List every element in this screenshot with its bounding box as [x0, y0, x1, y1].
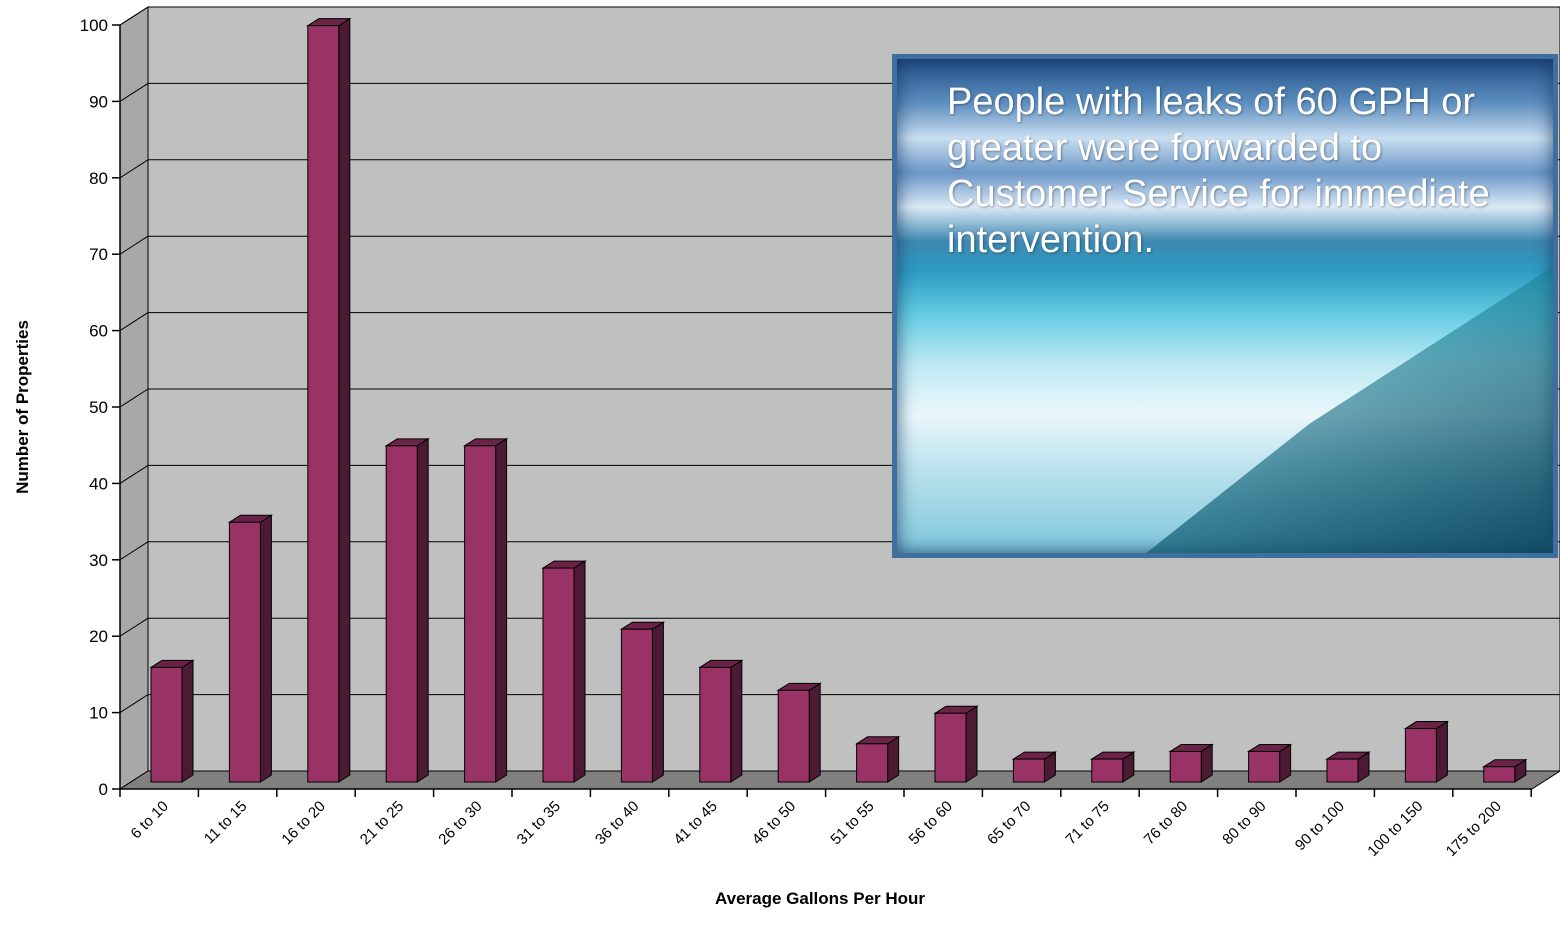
bar-76-to-80	[1168, 743, 1214, 783]
x-tick-label: 76 to 80	[1141, 798, 1191, 848]
bar-front	[699, 666, 732, 783]
x-tick-label: 90 to 100	[1292, 798, 1348, 854]
y-tick-label: 50	[89, 398, 108, 417]
bar-side	[416, 437, 429, 783]
waterfall-callout: People with leaks of 60 GPH or greater w…	[892, 54, 1558, 558]
x-tick-label: 100 to 150	[1364, 798, 1426, 860]
x-axis-ticks: 6 to 10 11 to 15 16 to 20 21 to 25 26 to 30 3…	[119, 789, 1532, 860]
bar-175-to-200	[1482, 758, 1528, 783]
bar-front	[542, 567, 575, 783]
x-tick-label: 51 to 55	[827, 798, 877, 848]
callout-text: People with leaks of 60 GPH or greater w…	[947, 81, 1490, 261]
bar-front	[1248, 750, 1281, 783]
bar-side	[338, 17, 351, 783]
bar-46-to-50	[776, 682, 822, 783]
gridline-diagonal	[119, 159, 149, 179]
y-tick-label: 90	[89, 92, 108, 111]
bar-front	[1483, 766, 1516, 783]
bar-side	[651, 621, 664, 783]
y-tick-label: 30	[89, 551, 108, 570]
gridline-diagonal	[119, 541, 149, 561]
y-axis-title: Number of Properties	[13, 320, 32, 494]
y-tick-label: 100	[80, 16, 108, 35]
bar-side	[495, 437, 508, 783]
bar-41-to-45	[698, 659, 744, 783]
y-tick-label: 20	[89, 627, 108, 646]
bar-65-to-70	[1011, 751, 1058, 783]
bar-80-to-90	[1246, 743, 1293, 783]
bar-side	[1435, 720, 1448, 783]
x-tick-label: 36 to 40	[592, 798, 642, 848]
y-tick-label: 70	[89, 245, 108, 264]
bars	[149, 17, 1528, 783]
waterfall-photo	[1146, 266, 1553, 553]
bar-side	[965, 705, 978, 783]
gridline-diagonal	[119, 6, 149, 26]
x-tick-label: 6 to 10	[128, 798, 172, 842]
bar-front	[1326, 758, 1359, 783]
bar-90-to-100	[1325, 751, 1371, 783]
bar-71-to-75	[1090, 751, 1136, 783]
bar-side	[730, 659, 743, 783]
bar-front	[464, 445, 497, 783]
bar-front	[228, 521, 261, 783]
bar-front	[856, 743, 889, 783]
gridline-diagonal	[119, 617, 149, 637]
bar-front	[934, 712, 967, 783]
bar-100-to-150	[1403, 720, 1450, 783]
bar-front	[620, 628, 653, 783]
y-tick-label: 60	[89, 322, 108, 341]
bar-front	[307, 25, 340, 783]
bar-16-to-20	[306, 17, 352, 783]
gridline-diagonal	[119, 312, 149, 332]
bar-side	[573, 560, 586, 783]
bar-front	[1404, 728, 1437, 783]
x-tick-label: 16 to 20	[278, 798, 328, 848]
bar-31-to-35	[541, 560, 587, 783]
y-axis-ticks: 0 10 20 30 40 50 60 70 80 90 100	[80, 16, 120, 799]
gridline-diagonal	[119, 235, 149, 255]
bar-side	[887, 735, 900, 783]
x-tick-label: 26 to 30	[435, 798, 485, 848]
y-tick-label: 10	[89, 704, 108, 723]
x-tick-label: 46 to 50	[749, 798, 799, 848]
x-tick-label: 41 to 45	[670, 798, 720, 848]
bar-11-to-15	[227, 514, 274, 783]
y-tick-label: 80	[89, 169, 108, 188]
bar-front	[777, 689, 810, 783]
x-tick-label: 11 to 15	[201, 798, 251, 848]
bar-front	[385, 445, 418, 783]
bar-6-to-10	[149, 659, 195, 783]
y-tick-label: 40	[89, 474, 108, 493]
gridline-diagonal	[119, 388, 149, 408]
bar-front	[1091, 758, 1124, 783]
bar-side	[808, 682, 821, 783]
x-axis-title: Average Gallons Per Hour	[715, 889, 925, 908]
bar-front	[150, 666, 183, 783]
gridline-diagonal	[119, 82, 149, 102]
x-tick-label: 65 to 70	[984, 798, 1034, 848]
bar-side	[259, 514, 272, 783]
x-tick-label: 71 to 75	[1062, 798, 1112, 848]
gridline-diagonal	[119, 694, 149, 714]
bar-56-to-60	[933, 705, 979, 783]
bar-front	[1012, 758, 1045, 783]
x-tick-label: 175 to 200	[1443, 798, 1505, 860]
bar-51-to-55	[854, 735, 901, 783]
bar-front	[1169, 750, 1202, 783]
bar-36-to-40	[619, 621, 666, 783]
x-tick-label: 56 to 60	[906, 798, 956, 848]
bar-26-to-30	[462, 437, 509, 783]
bar-side	[181, 659, 194, 783]
y-tick-label: 0	[99, 780, 108, 799]
x-tick-label: 31 to 35	[514, 798, 564, 848]
gridline-diagonal	[119, 464, 149, 484]
bar-21-to-25	[384, 437, 430, 783]
x-tick-label: 21 to 25	[357, 798, 407, 848]
x-tick-label: 80 to 90	[1219, 798, 1269, 848]
